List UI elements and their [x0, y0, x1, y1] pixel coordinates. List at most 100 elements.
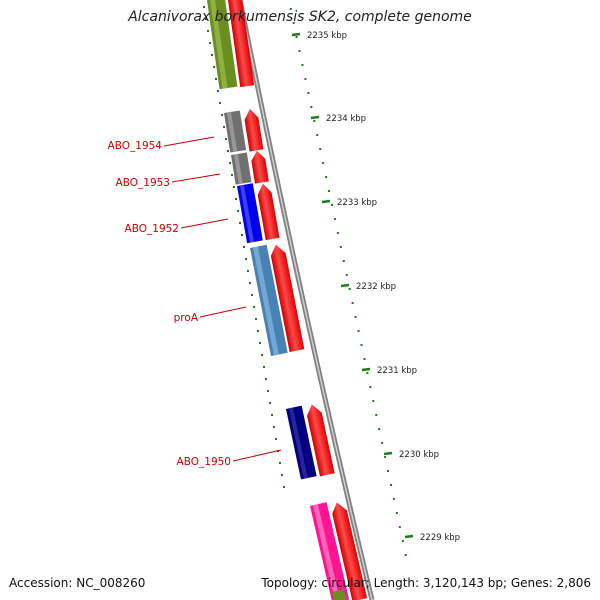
gene-block-abo-1954 [224, 110, 247, 153]
gene-label-text: ABO_1953 [116, 177, 170, 189]
gene-label-text: ABO_1954 [108, 140, 163, 152]
gc-dot [289, 8, 292, 10]
gc-dot [265, 378, 267, 380]
gc-dot [259, 342, 261, 344]
gc-dot [307, 92, 310, 94]
scale-tick-mark [321, 199, 331, 204]
scale-tick-label: 2233 kbp [337, 198, 377, 208]
gc-dot [345, 274, 348, 276]
gc-dot [319, 148, 322, 150]
map-title: Alcanivorax borkumensis SK2, complete ge… [128, 9, 472, 25]
gc-dot [384, 456, 387, 458]
gc-dot [209, 42, 211, 44]
gc-dot [295, 36, 298, 38]
cds-arrow-top [225, 0, 255, 88]
gene-label-proa: proA [174, 306, 247, 324]
cds-arrow-abo-1952 [257, 183, 280, 241]
gc-dot [237, 210, 239, 212]
gene-label-abo-1952: ABO_1952 [125, 218, 229, 235]
gc-dot [395, 512, 398, 514]
gc-dot [253, 306, 255, 308]
gc-dot [336, 232, 339, 234]
gene-label-text: ABO_1950 [177, 456, 231, 468]
gene-label-text: ABO_1952 [125, 223, 179, 235]
gene-label-abo-1953: ABO_1953 [116, 173, 221, 189]
feature-olive-top [204, 0, 238, 90]
gc-dot [225, 138, 227, 140]
gc-dot [372, 400, 375, 402]
scale-tick-label: 2229 kbp [420, 533, 460, 543]
gc-dot [360, 344, 363, 346]
gc-dot [257, 330, 259, 332]
gc-dot [233, 186, 235, 188]
scale-tick-label: 2230 kbp [399, 450, 439, 460]
scale-tick-label: 2235 kbp [307, 31, 347, 41]
gc-dot [243, 246, 245, 248]
gc-dot [381, 442, 384, 444]
genome-summary-text: Topology: circular; Length: 3,120,143 bp… [261, 576, 591, 590]
gc-dot [366, 372, 369, 374]
feature-olive-bottom [332, 589, 349, 600]
scale-tick-mark [383, 451, 393, 456]
gc-dot [392, 498, 395, 500]
gc-dot [281, 474, 283, 476]
gene-label-abo-1950: ABO_1950 [177, 449, 282, 468]
gene-label-text: proA [174, 312, 199, 324]
cds-arrow-bottom [332, 502, 368, 600]
backbone-line [237, 0, 375, 600]
cds-arrow-abo-1950 [307, 404, 335, 477]
gc-dot [249, 282, 251, 284]
gc-dot [207, 30, 209, 32]
gc-dot [357, 330, 360, 332]
gc-dot [304, 78, 307, 80]
gc-dot [227, 150, 229, 152]
scale-tick-mark [310, 115, 320, 120]
gc-dot [213, 66, 215, 68]
gc-dot [328, 190, 331, 192]
gc-dot [389, 484, 392, 486]
gc-dot [363, 358, 366, 360]
gc-dot [219, 102, 221, 104]
accession-text: Accession: NC_008260 [9, 576, 146, 590]
gene-block-proa [250, 244, 288, 356]
gc-dot [251, 294, 253, 296]
cds-arrow-proa [270, 244, 305, 353]
gc-dot [263, 366, 265, 368]
gc-dot [404, 554, 407, 556]
gc-dot [221, 114, 223, 116]
gc-dot [273, 426, 275, 428]
gc-dot [203, 6, 205, 8]
gc-dot [316, 134, 319, 136]
feature-pink-bottom [310, 502, 350, 600]
gc-dot [398, 526, 401, 528]
gc-dot [239, 222, 241, 224]
gc-dot [330, 204, 333, 206]
gc-dot [378, 428, 381, 430]
gene-label-abo-1954: ABO_1954 [108, 136, 215, 152]
gc-dot [387, 470, 390, 472]
gc-dot [241, 234, 243, 236]
gene-block-abo-1950 [286, 405, 317, 480]
gc-dot [215, 78, 217, 80]
gc-dot [235, 198, 237, 200]
gc-dot [313, 120, 316, 122]
gc-dot [229, 162, 231, 164]
gc-dot [342, 260, 345, 262]
cds-arrow-abo-1953 [251, 150, 269, 184]
gc-dot [339, 246, 342, 248]
scale-tick-mark [404, 534, 414, 539]
gc-dot [211, 54, 213, 56]
scale-tick-mark [361, 367, 371, 372]
scale-tick-label: 2234 kbp [326, 114, 366, 124]
gc-dot [401, 540, 404, 542]
scale-ticks: 2235 kbp 2234 kbp 2233 kbp 2232 kbp 2231 kbp… [291, 31, 460, 543]
scale-tick-label: 2231 kbp [377, 366, 417, 376]
gc-dot [223, 126, 225, 128]
gc-dot [247, 270, 249, 272]
gene-block-abo-1952 [237, 183, 263, 244]
cds-arrow-abo-1954 [244, 108, 264, 152]
gc-dot [283, 486, 285, 488]
scale-tick-label: 2232 kbp [356, 282, 396, 292]
gc-dot [322, 162, 325, 164]
